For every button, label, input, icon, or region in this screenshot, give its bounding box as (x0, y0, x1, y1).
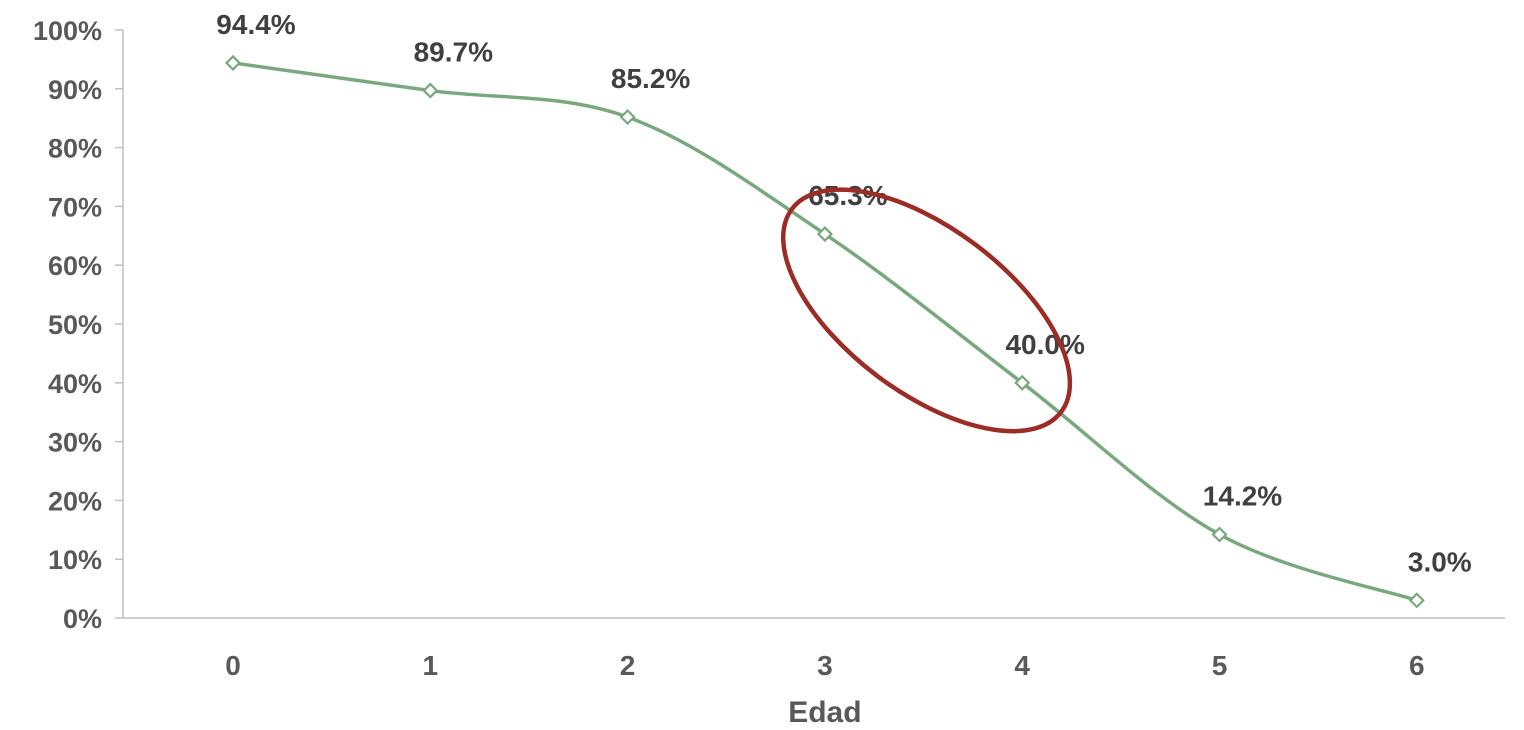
data-label: 94.4% (216, 9, 295, 40)
x-tick-label: 3 (817, 650, 833, 681)
data-label: 85.2% (611, 63, 690, 94)
y-tick-label: 50% (48, 310, 102, 340)
highlight-ellipse (780, 187, 1073, 434)
data-point-marker (1211, 526, 1228, 543)
x-axis-ticks: 0 1 2 3 4 5 6 (225, 650, 1424, 681)
data-point-marker (224, 54, 242, 71)
data-label: 89.7% (414, 37, 493, 68)
x-tick-label: 5 (1212, 650, 1228, 681)
y-tick-label: 70% (48, 192, 102, 222)
series-markers (224, 54, 1425, 609)
x-tick-label: 4 (1014, 650, 1030, 681)
data-point-marker (619, 108, 636, 126)
data-point-marker (1014, 374, 1031, 391)
y-tick-label: 80% (48, 134, 102, 164)
y-tick-label: 90% (48, 75, 102, 105)
x-tick-label: 6 (1409, 650, 1425, 681)
series-line (232, 61, 1418, 603)
x-axis-title: Edad (788, 696, 861, 729)
y-axis-ticks: 0% 10% 20% 30% 40% 50% 60% 70% 80% 90% 100% (33, 16, 123, 634)
y-tick-label: 30% (48, 428, 102, 458)
x-tick-label: 0 (225, 650, 241, 681)
data-label: 40.0% (1005, 329, 1084, 360)
y-tick-label: 0% (63, 604, 102, 634)
data-labels: 94.4%89.7%85.2%65.3%40.0%14.2%3.0% (216, 9, 1472, 577)
data-label: 3.0% (1408, 546, 1472, 577)
y-tick-label: 100% (33, 16, 102, 46)
data-label: 14.2% (1203, 481, 1282, 512)
data-point-marker (1408, 592, 1425, 609)
y-tick-label: 20% (48, 486, 102, 516)
x-tick-label: 2 (620, 650, 636, 681)
x-tick-label: 1 (423, 650, 439, 681)
y-tick-label: 40% (48, 369, 102, 399)
data-point-marker (422, 82, 439, 99)
data-point-marker (816, 225, 833, 243)
y-tick-label: 10% (48, 545, 102, 575)
y-tick-label: 60% (48, 251, 102, 281)
